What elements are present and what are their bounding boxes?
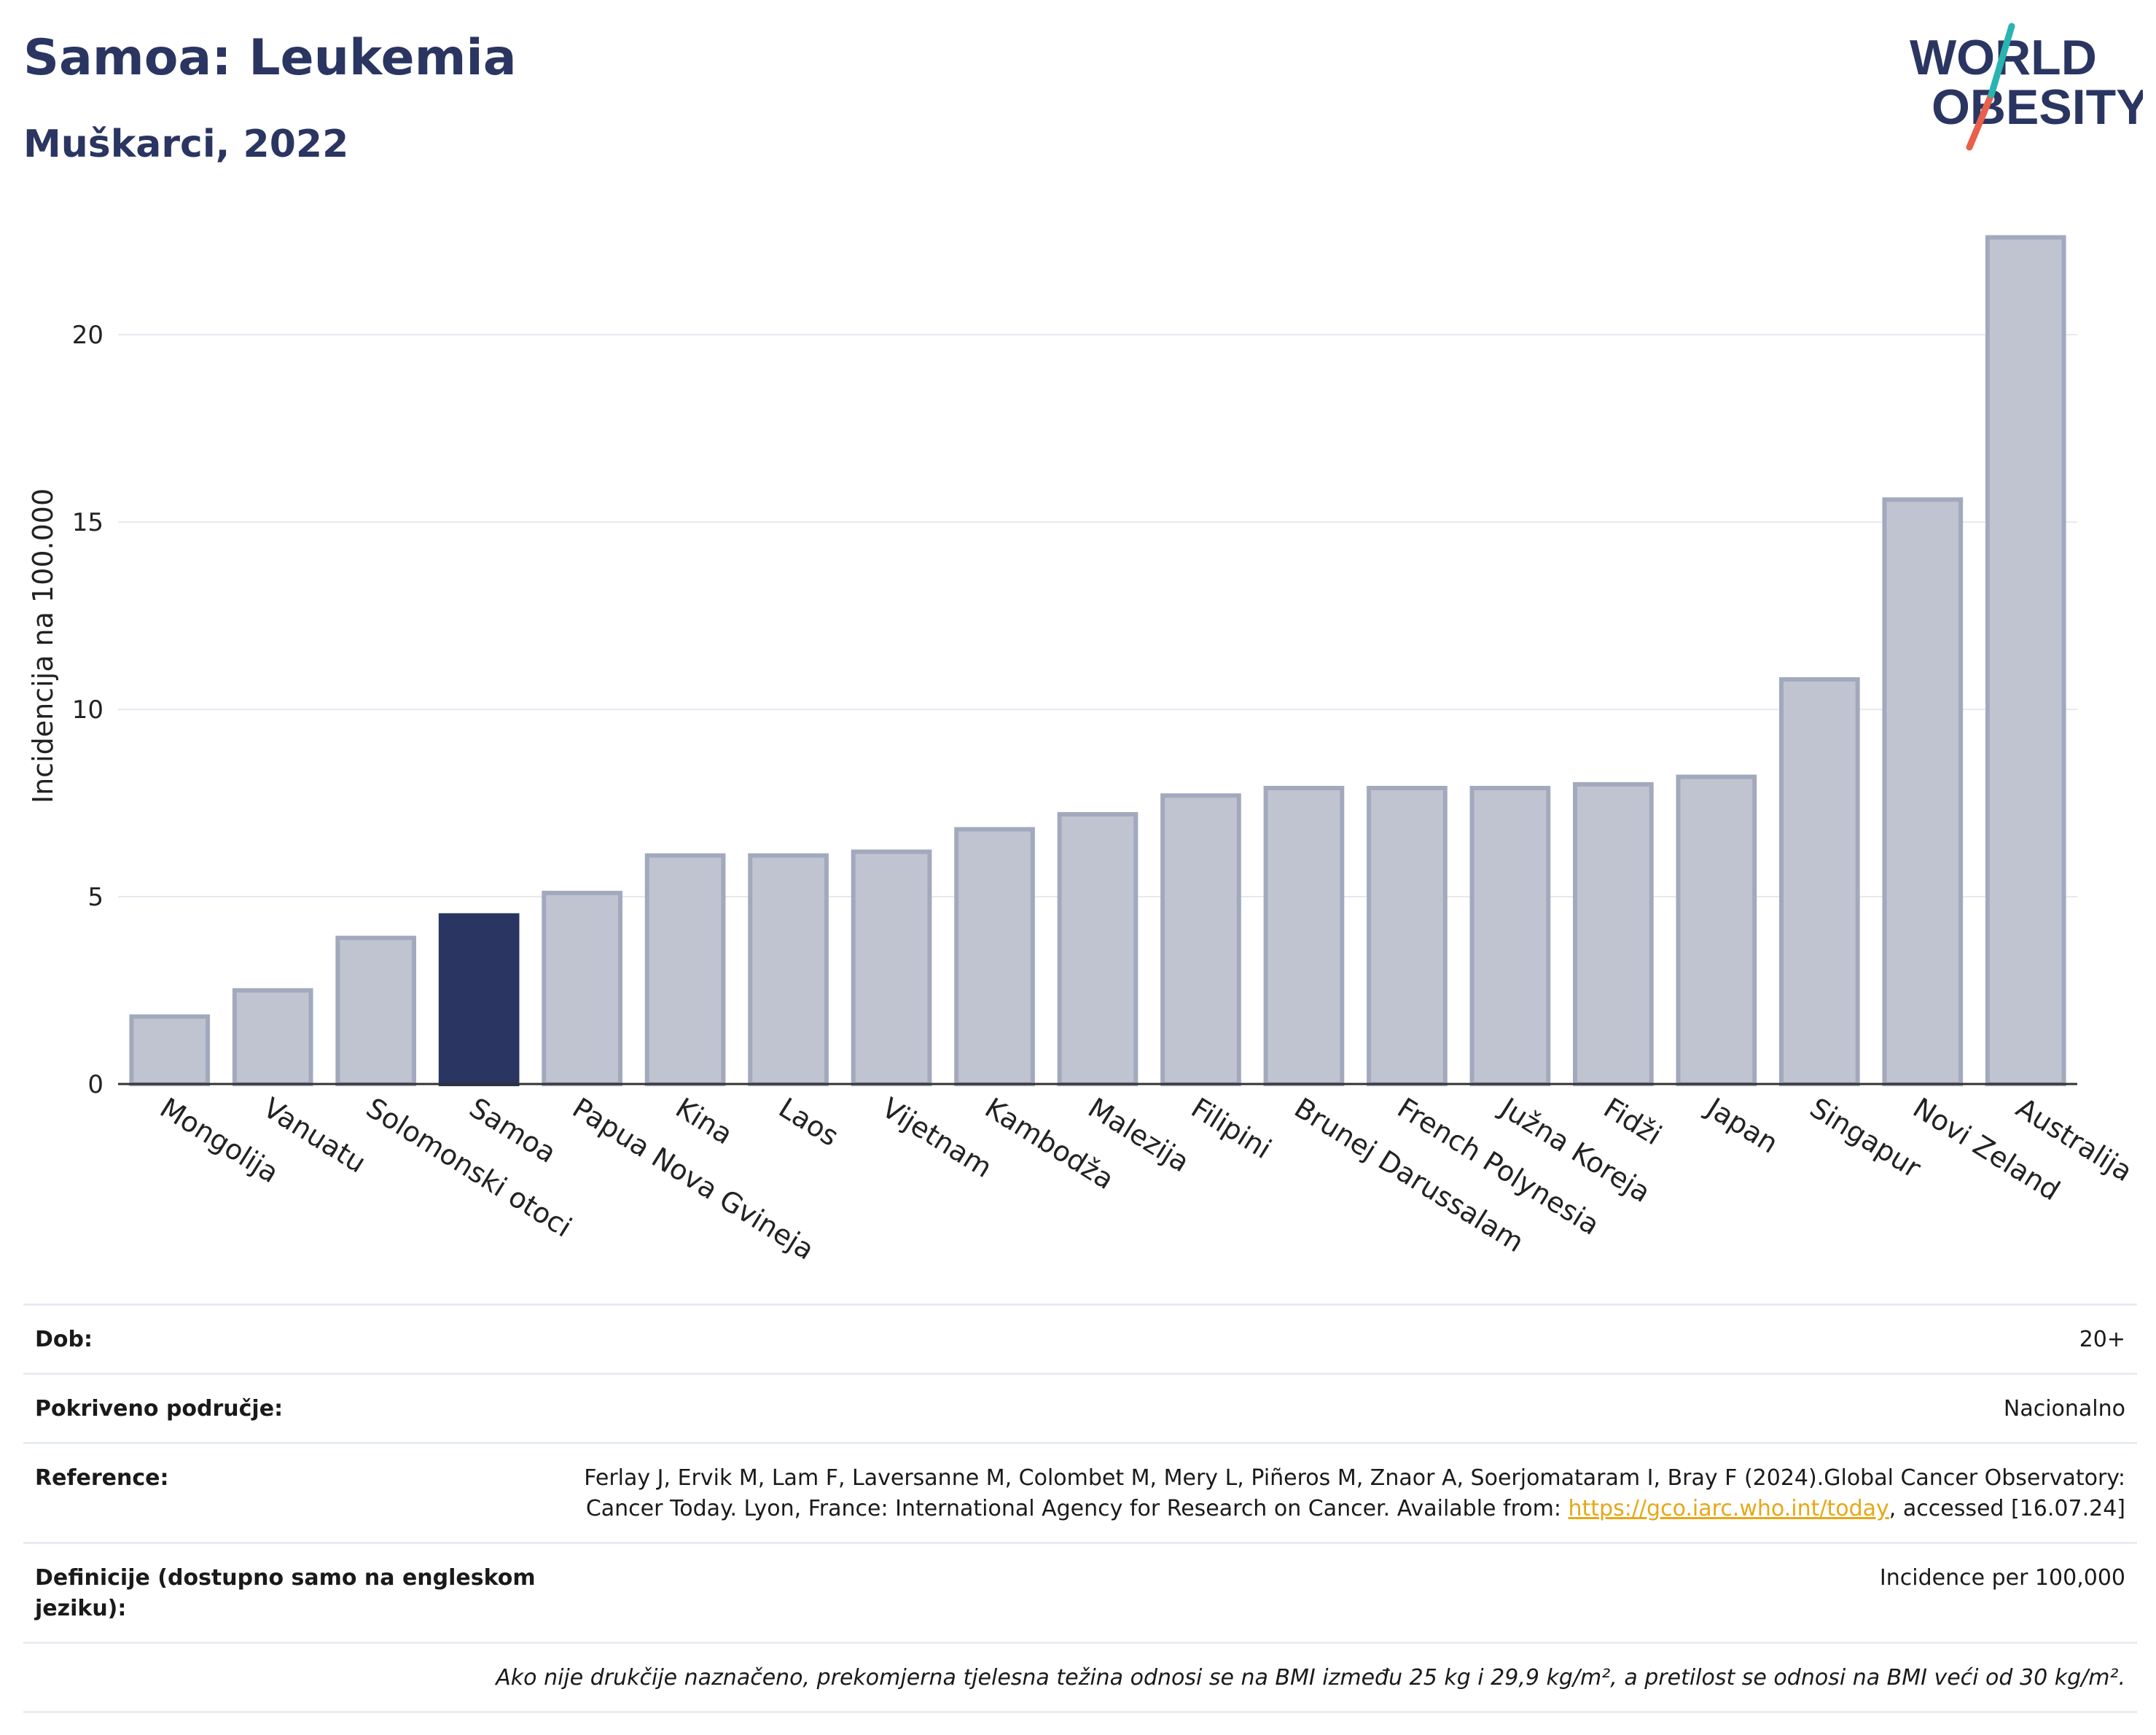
meta-row-reference: Reference: Ferlay J, Ervik M, Lam F, Lav… bbox=[23, 1442, 2137, 1542]
x-tick-label: Filipini bbox=[1186, 1091, 1277, 1165]
bar bbox=[1057, 811, 1138, 1087]
y-axis-title: Incidencija na 100.000 bbox=[27, 488, 59, 803]
meta-key: Reference: bbox=[35, 1465, 169, 1491]
chart-title: Samoa: Leukemia bbox=[23, 29, 517, 87]
meta-row-age: Dob: 20+ bbox=[23, 1303, 2137, 1373]
bar bbox=[232, 988, 313, 1086]
bar bbox=[954, 827, 1035, 1087]
meta-key: Pokriveno područje: bbox=[35, 1396, 284, 1422]
meta-value: Incidence per 100,000 bbox=[1879, 1565, 2125, 1591]
bar bbox=[438, 913, 520, 1086]
y-tick-label: 5 bbox=[87, 883, 103, 912]
bar bbox=[1367, 786, 1448, 1086]
bar bbox=[1778, 677, 1860, 1086]
bar bbox=[1263, 786, 1345, 1086]
x-tick-label: Fidži bbox=[1598, 1091, 1668, 1151]
bar bbox=[335, 935, 417, 1086]
meta-row-definitions: Definicije (dostupno samo na engleskom j… bbox=[23, 1542, 2137, 1642]
world-obesity-logo: WORLD OBESITY bbox=[1910, 23, 2143, 151]
chart-subtitle: Muškarci, 2022 bbox=[23, 122, 349, 166]
bar bbox=[644, 853, 726, 1087]
bar bbox=[542, 890, 622, 1086]
bar bbox=[1882, 497, 1964, 1086]
logo-word-obesity: OBESITY bbox=[1932, 79, 2143, 135]
reference-text-end: , accessed [16.07.24] bbox=[1889, 1496, 2125, 1521]
reference-link[interactable]: https://gco.iarc.who.int/today bbox=[1568, 1496, 1889, 1521]
meta-key: Definicije (dostupno samo na engleskom j… bbox=[35, 1565, 536, 1621]
metadata-table: Dob: 20+ Pokriveno područje: Nacionalno … bbox=[23, 1303, 2137, 1713]
bar bbox=[1469, 786, 1551, 1086]
bar bbox=[1573, 781, 1654, 1086]
y-tick-label: 0 bbox=[87, 1070, 103, 1099]
meta-key: Dob: bbox=[35, 1327, 93, 1352]
meta-note: Ako nije drukčije naznačeno, prekomjerna… bbox=[23, 1642, 2137, 1713]
meta-value: Nacionalno bbox=[2003, 1396, 2125, 1422]
bar bbox=[1676, 774, 1757, 1086]
meta-row-coverage: Pokriveno područje: Nacionalno bbox=[23, 1373, 2137, 1442]
x-tick-label: Kina bbox=[670, 1091, 738, 1150]
x-tick-label: Laos bbox=[773, 1091, 845, 1153]
bar bbox=[851, 849, 932, 1086]
meta-value: Ferlay J, Ervik M, Lam F, Laversanne M, … bbox=[574, 1463, 2125, 1524]
bar bbox=[129, 1014, 211, 1086]
y-tick-label: 15 bbox=[72, 508, 103, 537]
bar bbox=[1160, 793, 1241, 1087]
meta-value: 20+ bbox=[2079, 1327, 2125, 1352]
y-tick-label: 20 bbox=[72, 321, 103, 350]
reference-text: Ferlay J, Ervik M, Lam F, Laversanne M, … bbox=[584, 1465, 2125, 1521]
bmi-note: Ako nije drukčije naznačeno, prekomjerna… bbox=[496, 1665, 2125, 1691]
bar bbox=[748, 853, 829, 1087]
bar bbox=[1985, 235, 2066, 1086]
y-tick-label: 10 bbox=[72, 695, 103, 725]
x-tick-label: Vijetnam bbox=[876, 1091, 998, 1184]
x-tick-label: Japan bbox=[1700, 1091, 1784, 1160]
x-tick-label: Singapur bbox=[1805, 1091, 1927, 1185]
